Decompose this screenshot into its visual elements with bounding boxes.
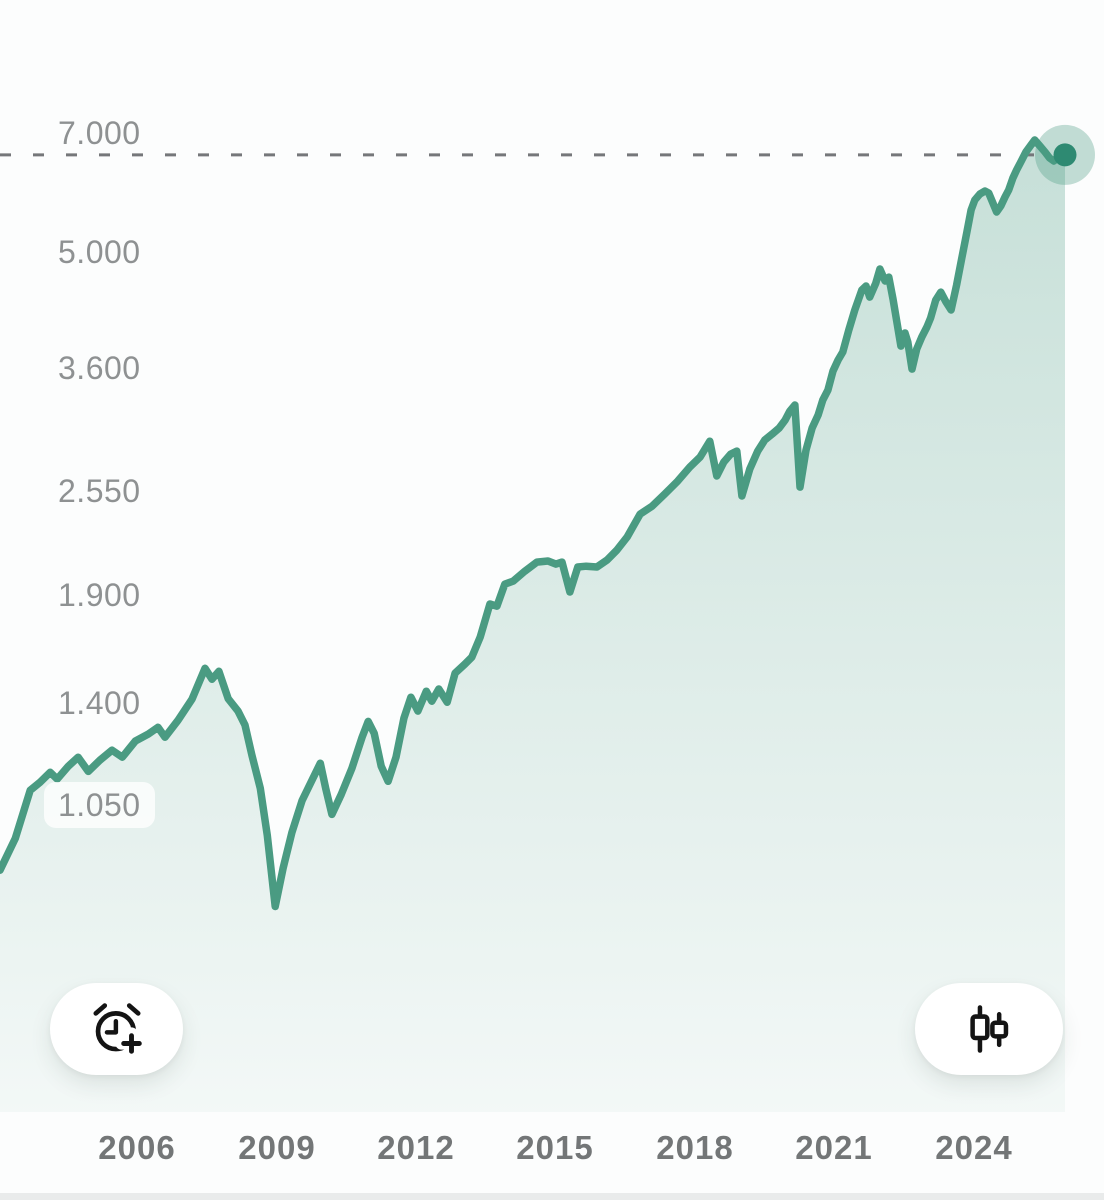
alarm-plus-icon [92,1003,146,1058]
x-axis-label: 2024 [935,1129,1013,1166]
y-axis-label: 7.000 [58,115,141,151]
y-axis-label: 2.550 [58,473,141,509]
x-axis-label: 2006 [98,1129,176,1166]
x-axis-label: 2012 [377,1129,455,1166]
y-axis-label: 3.600 [58,350,141,386]
y-axis-label: 1.050 [44,782,155,828]
page-bottom-divider [0,1193,1104,1200]
latest-price-dot [1053,143,1077,167]
x-axis-label: 2009 [238,1129,316,1166]
x-axis-label: 2018 [656,1129,734,1166]
create-price-alert-button[interactable] [50,983,183,1075]
candlestick-icon [970,1005,1009,1053]
y-axis-label: 5.000 [58,234,141,270]
y-axis-label: 1.900 [58,577,141,613]
price-area [0,140,1065,1112]
x-axis-label: 2015 [516,1129,594,1166]
chart-type-candlestick-button[interactable] [915,983,1063,1075]
y-axis-label: 1.400 [58,685,141,721]
price-line [0,136,1069,911]
x-axis-label: 2021 [795,1129,873,1166]
